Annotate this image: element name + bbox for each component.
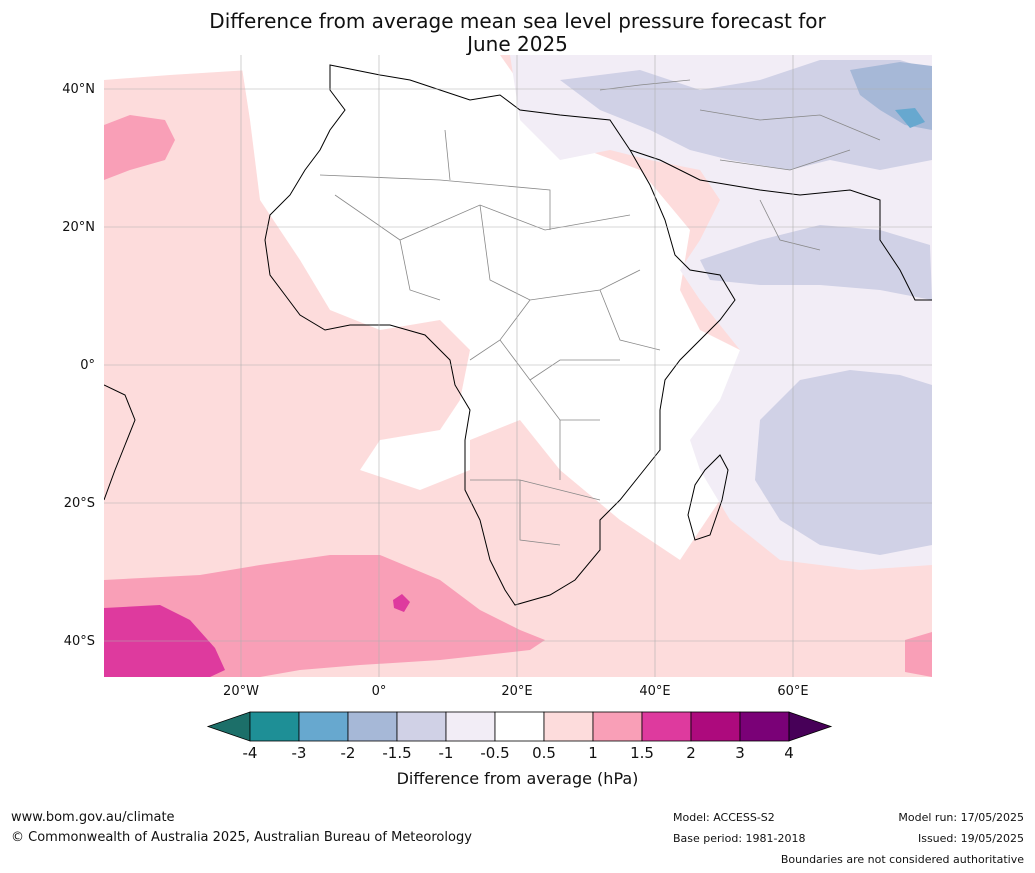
lat-label-20n: 20°N [62, 220, 95, 235]
colorbar-tick-label: 1 [588, 744, 598, 762]
coastline-arabia [629, 149, 932, 301]
anomaly-neg-1-region [755, 370, 932, 555]
chart-title: Difference from average mean sea level p… [0, 10, 1035, 56]
colorbar-title: Difference from average (hPa) [396, 769, 639, 788]
colorbar-tick-label: -2 [340, 744, 356, 762]
anomaly-near-zero-region [104, 55, 250, 80]
colorbar-swatch [298, 711, 349, 742]
colorbar-tick-label: -1 [438, 744, 454, 762]
colorbar-tick-label: 2 [686, 744, 696, 762]
graticule [104, 55, 932, 677]
lon-label-20w: 20°W [223, 684, 259, 699]
website-link[interactable]: www.bom.gov.au/climate [11, 810, 175, 825]
country-borders [319, 79, 881, 546]
model-text: Model: ACCESS-S2 [673, 811, 775, 824]
anomaly-pos-1-region [905, 632, 932, 677]
colorbar-tick-label: -3 [291, 744, 307, 762]
anomaly-pos-15-region [393, 594, 410, 612]
anomaly-pos-1-region [104, 555, 545, 677]
title-line-1: Difference from average mean sea level p… [209, 9, 826, 33]
anomaly-neg-2-region [895, 108, 925, 128]
lon-label-60e: 60°E [777, 684, 809, 699]
title-line-2: June 2025 [467, 32, 568, 56]
lon-label-40e: 40°E [639, 684, 671, 699]
colorbar-tick-label: 1.5 [630, 744, 654, 762]
colorbar-swatch [347, 711, 398, 742]
colorbar-swatch [249, 711, 300, 742]
coastline-madagascar [687, 454, 729, 541]
colorbar-swatch [494, 711, 545, 742]
colorbar-extend-low [206, 711, 251, 742]
lat-label-40n: 40°N [62, 82, 95, 97]
colorbar-tick-label: 3 [735, 744, 745, 762]
anomaly-pos-1-region [104, 115, 175, 180]
colorbar-tick-label: 4 [784, 744, 794, 762]
anomaly-near-zero-region [240, 55, 760, 560]
colorbar-swatch [445, 711, 496, 742]
colorbar-tick-label: -1.5 [382, 744, 412, 762]
colorbar-swatch [592, 711, 643, 742]
colorbar-swatch [396, 711, 447, 742]
colorbar-swatch [641, 711, 692, 742]
coastline [264, 64, 736, 606]
colorbar-tick-label: 0.5 [532, 744, 556, 762]
issued-text: Issued: 19/05/2025 [917, 832, 1024, 845]
disclaimer-text: Boundaries are not considered authoritat… [780, 853, 1024, 866]
colorbar-extend-high [788, 711, 833, 742]
copyright-text: © Commonwealth of Australia 2025, Austra… [11, 830, 472, 845]
anomaly-neg-1-region [700, 225, 932, 300]
colorbar-tick-label: -4 [242, 744, 258, 762]
colorbar-tick-label: -0.5 [480, 744, 510, 762]
base-period-text: Base period: 1981-2018 [673, 832, 806, 845]
lon-label-0: 0° [371, 684, 387, 699]
lon-label-20e: 20°E [501, 684, 533, 699]
lat-label-40s: 40°S [63, 634, 95, 649]
coastline-south-america [104, 384, 136, 501]
model-run-text: Model run: 17/05/2025 [898, 811, 1024, 824]
anomaly-neg-1-region [560, 60, 932, 170]
colorbar-swatch [690, 711, 741, 742]
lat-label-0: 0° [80, 358, 95, 373]
colorbar-swatch [543, 711, 594, 742]
colorbar-swatch [739, 711, 790, 742]
lat-label-20s: 20°S [63, 496, 95, 511]
